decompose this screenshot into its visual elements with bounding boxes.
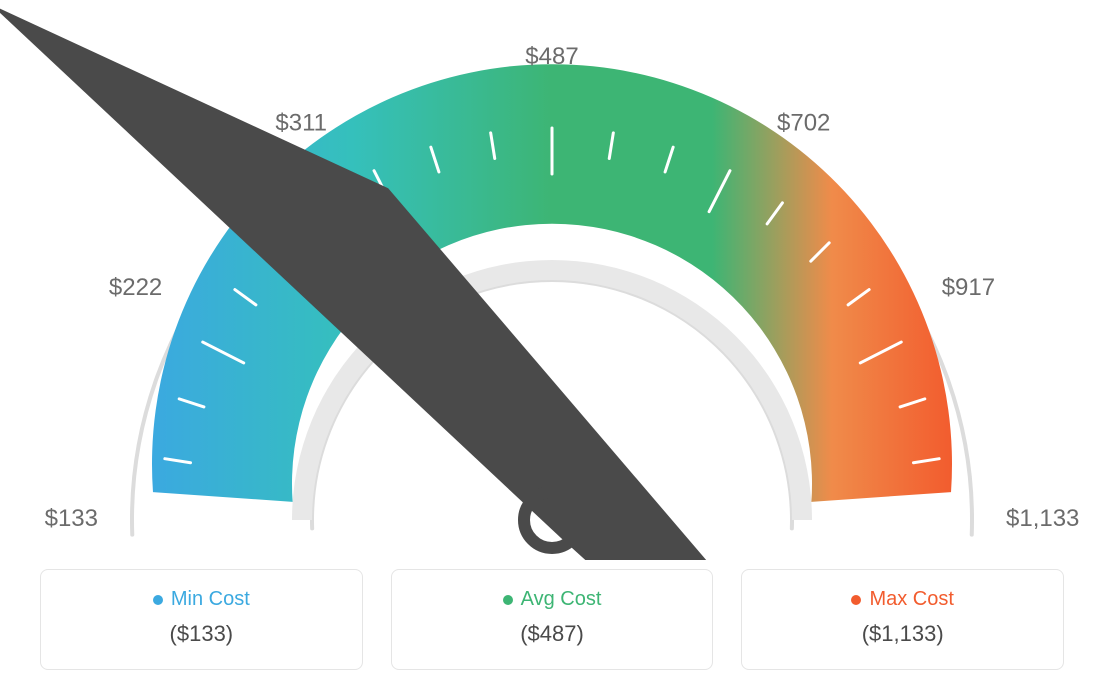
gauge-tick-label: $133 bbox=[45, 505, 98, 532]
legend-card-max: Max Cost ($1,133) bbox=[741, 569, 1064, 670]
gauge-tick-label: $702 bbox=[777, 109, 830, 136]
gauge-tick-label: $487 bbox=[525, 43, 578, 70]
gauge-svg: $133 $222 $311 $487 $702 $917 $1,133 bbox=[0, 0, 1104, 560]
legend-label-max: Max Cost bbox=[869, 588, 953, 611]
gauge-tick-label: $311 bbox=[275, 109, 327, 136]
dot-max bbox=[851, 595, 861, 605]
legend-label-min: Min Cost bbox=[171, 588, 250, 611]
gauge-tick-label: $917 bbox=[942, 274, 995, 301]
gauge-chart: $133 $222 $311 $487 $702 $917 $1,133 bbox=[0, 0, 1104, 560]
legend-value-max: ($1,133) bbox=[752, 621, 1053, 647]
gauge-tick-label: $222 bbox=[109, 274, 162, 301]
legend-card-avg: Avg Cost ($487) bbox=[391, 569, 714, 670]
gauge-tick-label: $1,133 bbox=[1006, 505, 1079, 532]
legend-card-min: Min Cost ($133) bbox=[40, 569, 363, 670]
dot-avg bbox=[503, 595, 513, 605]
legend-value-avg: ($487) bbox=[402, 621, 703, 647]
dot-min bbox=[153, 595, 163, 605]
legend-row: Min Cost ($133) Avg Cost ($487) Max Cost… bbox=[40, 569, 1064, 670]
legend-value-min: ($133) bbox=[51, 621, 352, 647]
legend-label-avg: Avg Cost bbox=[521, 588, 602, 611]
